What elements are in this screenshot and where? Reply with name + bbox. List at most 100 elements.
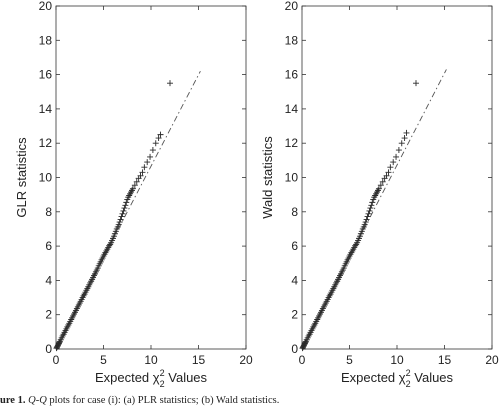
- data-point: [155, 135, 162, 142]
- x-tick-label: 5: [346, 353, 353, 367]
- data-point: [118, 213, 125, 220]
- data-point: [352, 242, 359, 249]
- x-label-prefix: Expected: [95, 370, 153, 385]
- x-label-suffix: Values: [411, 370, 454, 385]
- data-point: [363, 216, 370, 223]
- x-tick-label: 5: [100, 353, 107, 367]
- x-tick-label: 10: [144, 353, 158, 367]
- data-point: [149, 147, 156, 154]
- x-label-chi: χ: [153, 370, 160, 385]
- y-tick-label: 16: [285, 68, 299, 82]
- y-tick-label: 4: [291, 273, 298, 287]
- caption-qq: Q-Q: [28, 395, 47, 406]
- y-tick-label: 12: [39, 136, 53, 150]
- data-point: [167, 80, 173, 87]
- x-tick-label: 0: [299, 353, 306, 367]
- caption-label: ure 1.: [0, 395, 26, 406]
- data-point: [106, 242, 113, 249]
- figure-caption: ure 1. Q-Q plots for case (i): (a) PLR s…: [0, 395, 500, 409]
- data-point: [367, 205, 374, 212]
- data-point: [413, 80, 419, 87]
- left-qq-panel: 0 2 4 6 8 10 12 14 16 18 20 0 5 10 15 20 GLR statistics E…: [14, 0, 253, 389]
- data-point: [129, 185, 136, 192]
- x-label-superscript: 2: [160, 368, 165, 378]
- data-point: [139, 169, 146, 176]
- reference-line: [301, 69, 447, 350]
- data-point: [157, 131, 164, 138]
- data-point: [56, 339, 63, 346]
- data-point: [302, 339, 309, 346]
- y-tick-label: 12: [285, 136, 299, 150]
- y-tick-label: 20: [39, 0, 53, 13]
- data-point: [362, 219, 369, 226]
- data-point: [377, 182, 384, 189]
- y-tick-label: 6: [291, 239, 298, 253]
- y-tick-label: 10: [39, 171, 53, 185]
- x-tick-label: 0: [53, 353, 60, 367]
- data-point: [122, 202, 129, 209]
- y-tick-label: 10: [285, 171, 299, 185]
- data-point: [361, 221, 368, 228]
- data-point: [131, 182, 138, 189]
- data-point: [401, 135, 408, 142]
- data-point: [387, 164, 394, 171]
- x-label-superscript: 2: [406, 368, 411, 378]
- data-point: [364, 213, 371, 220]
- data-point: [398, 140, 405, 147]
- data-point: [395, 147, 402, 154]
- reference-line: [55, 70, 201, 350]
- data-point: [117, 216, 124, 223]
- data-point: [123, 199, 130, 206]
- y-tick-label: 2: [45, 308, 52, 322]
- y-tick-label: 16: [39, 68, 53, 82]
- y-tick-label: 8: [291, 205, 298, 219]
- x-tick-label: 20: [239, 353, 253, 367]
- data-point: [152, 140, 159, 147]
- y-tick-label: 18: [39, 33, 53, 47]
- data-point: [369, 199, 376, 206]
- data-point: [120, 207, 127, 214]
- data-point: [133, 178, 140, 185]
- x-label-subscript: 2: [406, 379, 411, 389]
- y-tick-label: 2: [291, 308, 298, 322]
- y-tick-label: 4: [45, 273, 52, 287]
- data-point: [379, 178, 386, 185]
- x-tick-label: 20: [485, 353, 499, 367]
- x-tick-label: 15: [192, 353, 206, 367]
- data-point: [393, 153, 400, 160]
- data-point: [368, 202, 375, 209]
- x-label-subscript: 2: [160, 379, 165, 389]
- y-tick-label: 14: [39, 102, 53, 116]
- y-tick-label: 0: [291, 342, 298, 356]
- y-tick-label: 20: [285, 0, 299, 13]
- data-point: [137, 172, 144, 179]
- data-point: [119, 210, 126, 217]
- data-point: [147, 153, 154, 160]
- y-tick-label: 14: [285, 102, 299, 116]
- data-point: [144, 159, 151, 166]
- data-point: [383, 172, 390, 179]
- data-point: [115, 221, 122, 228]
- right-qq-panel: 0 2 4 6 8 10 12 14 16 18 20 0 5 10 15 20 Wald statistics…: [260, 0, 499, 389]
- x-label-prefix: Expected: [341, 370, 399, 385]
- x-label-suffix: Values: [165, 370, 208, 385]
- x-tick-label: 15: [438, 353, 452, 367]
- caption-text: plots for case (i): (a) PLR statistics; …: [46, 395, 280, 406]
- x-axis-label: Expected χ2 2 Values: [95, 368, 208, 389]
- data-point: [141, 164, 148, 171]
- x-label-chi: χ: [399, 370, 406, 385]
- data-point: [121, 205, 128, 212]
- y-axis-label: GLR statistics: [14, 137, 29, 218]
- data-point: [375, 185, 382, 192]
- data-point: [385, 169, 392, 176]
- data-point: [366, 207, 373, 214]
- x-axis-label: Expected χ2 2 Values: [341, 368, 454, 389]
- y-tick-label: 8: [45, 205, 52, 219]
- y-tick-label: 18: [285, 33, 299, 47]
- y-axis-label: Wald statistics: [260, 136, 275, 219]
- data-point: [390, 159, 397, 166]
- data-point: [365, 210, 372, 217]
- data-point: [403, 129, 410, 136]
- y-tick-label: 0: [45, 342, 52, 356]
